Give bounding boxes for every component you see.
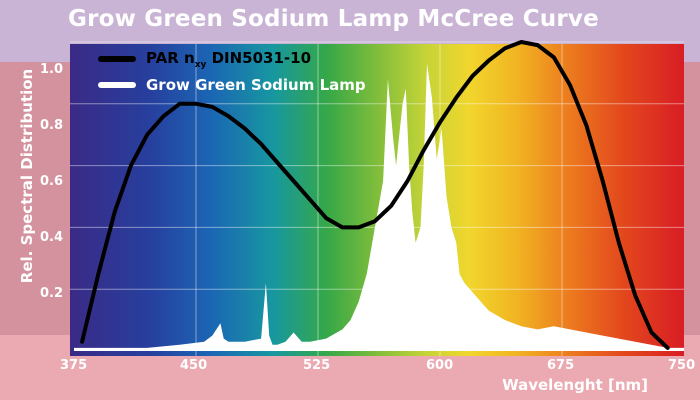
par-curve-line	[80, 40, 670, 350]
x-axis-label: Wavelenght [nm]	[502, 376, 648, 394]
legend-swatch-lamp	[98, 82, 136, 88]
legend-swatch-par	[98, 56, 136, 62]
x-tick-label: 375	[60, 358, 88, 373]
legend-par-tail: DIN5031-10	[206, 48, 312, 67]
lamp-spectrum-area	[74, 63, 684, 351]
legend-par-subscript: xy	[194, 59, 207, 70]
legend-item-lamp: Grow Green Sodium Lamp	[98, 75, 366, 95]
legend-label-par: PAR nxy DIN5031-10	[146, 49, 311, 70]
x-tick-label: 450	[180, 358, 208, 373]
y-tick-label: 0.8	[40, 118, 64, 133]
y-tick-label: 0.2	[40, 286, 64, 301]
legend-item-par: PAR nxy DIN5031-10	[98, 49, 311, 70]
y-tick-label: 0.4	[40, 230, 64, 245]
legend-label-lamp: Grow Green Sodium Lamp	[146, 76, 366, 94]
x-tick-label: 750	[668, 358, 696, 373]
x-tick-label: 675	[547, 358, 575, 373]
legend-par-main: PAR n	[146, 48, 195, 67]
y-tick-label: 1.0	[40, 62, 64, 77]
x-tick-label: 600	[426, 358, 454, 373]
y-axis-label: Rel. Spectral Distribution	[18, 68, 36, 284]
chart-title: Grow Green Sodium Lamp McCree Curve	[68, 6, 599, 32]
y-tick-label: 0.6	[40, 174, 64, 189]
lamp-spectrum-layer	[74, 63, 684, 351]
par-curve-layer	[80, 40, 670, 350]
x-tick-label: 525	[303, 358, 331, 373]
